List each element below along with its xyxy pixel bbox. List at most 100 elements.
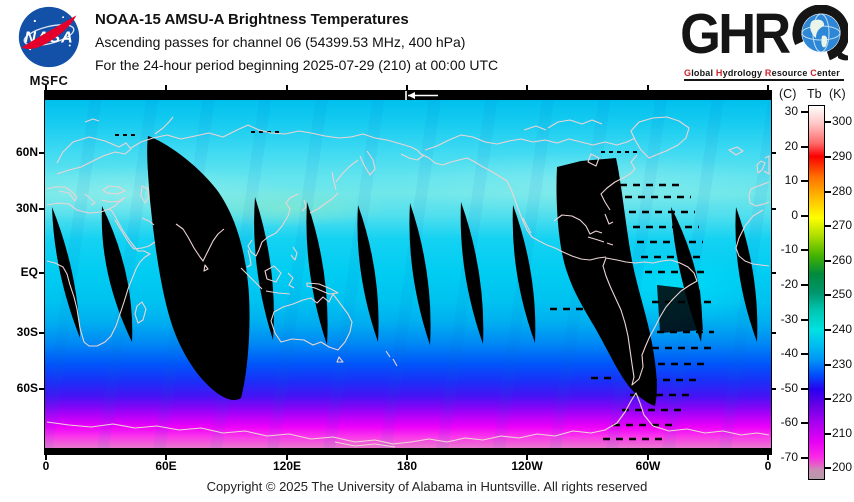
colorbar-celsius-tick <box>801 457 808 459</box>
colorbar-celsius-label: -50 <box>780 380 798 395</box>
lat-axis-label: 30S <box>16 325 38 339</box>
colorbar-kelvin-label: 250 <box>832 287 853 302</box>
lat-axis-label: 30N <box>15 201 38 215</box>
map-overlay <box>46 116 770 448</box>
colorbar-celsius-label: 10 <box>784 173 798 188</box>
subtitle-period: For the 24-hour period beginning 2025-07… <box>95 57 499 73</box>
lon-tick-bottom <box>165 455 167 460</box>
lat-tick-right <box>771 208 776 210</box>
colorbar-kelvin-tick <box>824 363 831 366</box>
colorbar-kelvin-tick <box>824 259 831 262</box>
header-titles: NOAA-15 AMSU-A Brightness Temperatures A… <box>95 9 498 77</box>
colorbar-celsius-label: 0 <box>791 207 798 222</box>
colorbar-kelvin-unit: (K) <box>829 87 846 101</box>
colorbar-kelvin-label: 220 <box>832 391 853 406</box>
lon-axis-label: 0 <box>764 459 772 473</box>
lon-tick-bottom <box>767 455 769 460</box>
colorbar-celsius-tick <box>801 145 808 148</box>
msfc-label: MSFC <box>29 73 69 88</box>
colorbar-kelvin-tick <box>824 156 831 158</box>
colorbar-celsius-label: -40 <box>780 346 798 361</box>
lon-tick-top <box>165 85 167 90</box>
lat-tick-left <box>39 272 44 274</box>
lat-axis-label: 60S <box>16 381 38 395</box>
lat-tick-left <box>39 388 44 390</box>
lon-tick-bottom <box>406 455 408 460</box>
colorbar-kelvin-tick <box>824 121 831 124</box>
colorbar-kelvin-label: 210 <box>832 425 853 440</box>
colorbar-celsius-tick <box>801 180 808 183</box>
lat-tick-right <box>771 332 776 334</box>
colorbar-celsius-label: -10 <box>780 242 798 257</box>
nasa-logo: NASA MSFC <box>12 4 86 88</box>
lat-tick-left <box>39 332 44 334</box>
colorbar-kelvin-tick <box>824 432 831 435</box>
page-title: NOAA-15 AMSU-A Brightness Temperatures <box>95 11 409 28</box>
colorbar-kelvin-label: 260 <box>832 252 853 267</box>
ghrc-tagline: Global Hydrology Resource Center <box>684 68 844 81</box>
lon-tick-bottom <box>286 455 288 460</box>
colorbar-celsius-tick <box>801 284 808 286</box>
lon-tick-top <box>647 85 649 90</box>
lon-axis-label: 120E <box>272 459 302 473</box>
colorbar-kelvin-tick <box>824 294 831 297</box>
lon-axis-label: 120W <box>511 459 543 473</box>
colorbar-celsius-label: -20 <box>780 277 798 291</box>
lon-tick-top <box>286 85 288 90</box>
lat-tick-left <box>39 208 44 210</box>
copyright-text: Copyright © 2025 The University of Alaba… <box>206 479 648 494</box>
colorbar-celsius-tick <box>801 353 808 356</box>
map-canvas <box>44 90 772 455</box>
colorbar-celsius-label: -60 <box>780 415 798 430</box>
ghrc-wordmark-icon: GHR <box>680 1 854 65</box>
colorbar-kelvin-label: 290 <box>832 149 853 163</box>
lat-tick-right <box>771 152 776 154</box>
svg-text:GHR: GHR <box>682 5 791 63</box>
lon-tick-top <box>767 85 769 90</box>
lat-axis-label: EQ <box>20 265 38 279</box>
lon-tick-bottom <box>647 455 649 460</box>
colorbar-celsius-unit: (C) <box>779 87 797 101</box>
colorbar-kelvin-label: 270 <box>832 218 853 233</box>
subtitle-channel: Ascending passes for channel 06 (54399.5… <box>95 34 466 50</box>
colorbar-kelvin-tick <box>824 190 831 193</box>
lon-tick-top <box>406 85 408 90</box>
data-gap-swaths <box>52 136 758 406</box>
direction-arrow-icon <box>405 91 438 100</box>
lon-tick-bottom <box>45 455 47 460</box>
scanline-artifacts <box>550 183 714 441</box>
colorbar-celsius-label: -30 <box>780 311 798 326</box>
colorbar-celsius-label: 30 <box>784 104 798 118</box>
ghrc-logo: GHR Global Hydrology Resource Center <box>680 1 854 81</box>
colorbar-kelvin-label: 200 <box>832 460 853 475</box>
lon-tick-bottom <box>526 455 528 460</box>
colorbar-celsius-label: -70 <box>780 450 798 464</box>
colorbar-kelvin-label: 240 <box>832 322 853 336</box>
colorbar-kelvin-tick <box>824 467 831 470</box>
lat-tick-left <box>39 152 44 154</box>
coastline-layer <box>46 116 770 448</box>
lat-axis-label: 60N <box>15 145 38 159</box>
speckle-artifacts <box>115 131 641 153</box>
lon-tick-top <box>526 85 528 90</box>
colorbar-celsius-tick <box>801 387 808 390</box>
colorbar-kelvin-label: 300 <box>832 114 853 129</box>
colorbar-gradient <box>808 105 825 480</box>
colorbar-celsius-label: 20 <box>784 138 798 153</box>
globe-icon <box>792 4 854 62</box>
colorbar-celsius-tick <box>801 422 808 425</box>
colorbar-celsius-tick <box>801 318 808 321</box>
lon-axis-label: 180 <box>396 459 418 473</box>
lat-tick-right <box>771 272 776 274</box>
colorbar-tb-label: Tb <box>807 87 822 101</box>
colorbar-celsius-tick <box>801 214 808 217</box>
colorbar-kelvin-label: 280 <box>832 183 853 198</box>
colorbar-celsius-tick <box>801 111 808 113</box>
colorbar-kelvin-tick <box>824 225 831 228</box>
lat-tick-right <box>771 388 776 390</box>
colorbar-kelvin-label: 230 <box>832 356 853 371</box>
lon-axis-label: 60W <box>635 459 661 473</box>
colorbar-kelvin-tick <box>824 329 831 331</box>
map-bottom-bar <box>45 448 771 455</box>
